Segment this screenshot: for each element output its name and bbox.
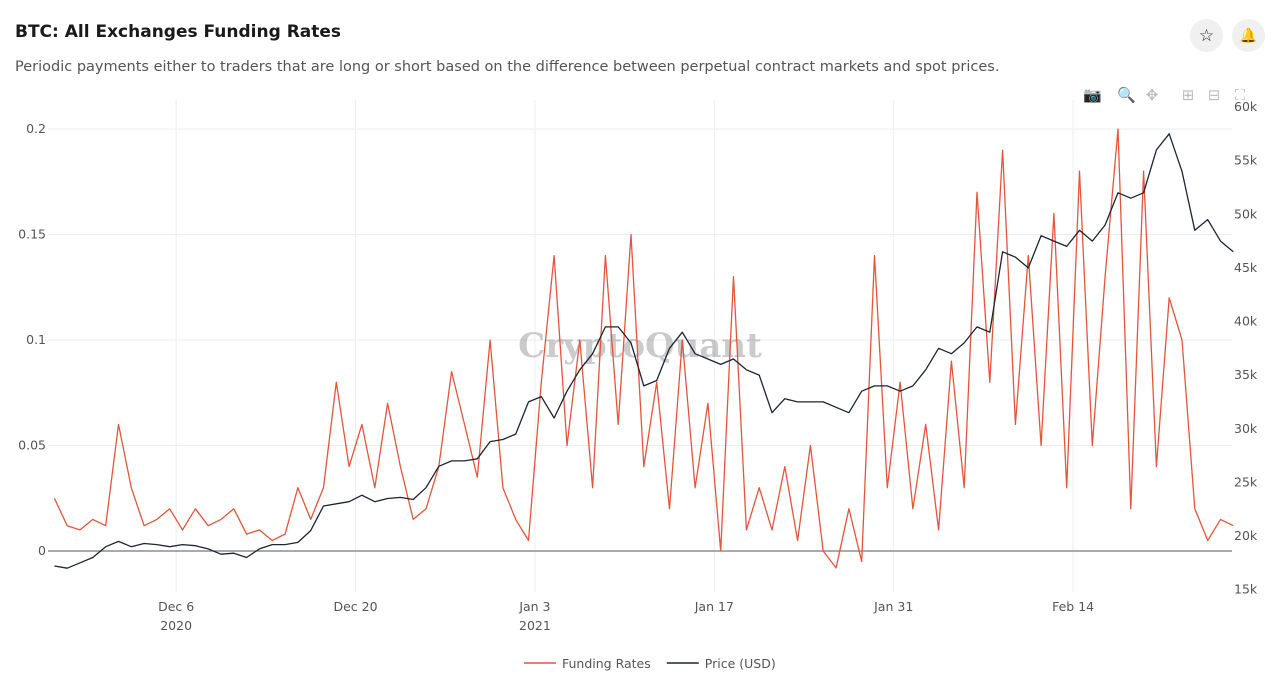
legend-label: Price (USD) bbox=[705, 656, 776, 671]
series-line-funding-rates bbox=[53, 128, 1234, 569]
y-left-tick-label: 0.05 bbox=[18, 438, 46, 453]
y-right-tick-label: 50k bbox=[1234, 206, 1258, 221]
pan-icon[interactable]: ✥ bbox=[1145, 86, 1159, 104]
y-right-tick-label: 40k bbox=[1234, 314, 1258, 329]
page-title: BTC: All Exchanges Funding Rates bbox=[15, 22, 342, 42]
zoom-in-icon[interactable]: ⊞ bbox=[1181, 86, 1195, 104]
x-tick-label: Jan 17 bbox=[694, 599, 734, 614]
y-right-tick-label: 55k bbox=[1234, 153, 1258, 168]
y-right-tick-label: 45k bbox=[1234, 260, 1258, 275]
zoom-out-icon[interactable]: ⊟ bbox=[1207, 86, 1221, 104]
zoom-icon[interactable]: 🔍 bbox=[1117, 86, 1136, 104]
x-tick-year: 2020 bbox=[160, 618, 192, 633]
y-right-tick-label: 20k bbox=[1234, 528, 1258, 543]
y-left-tick-label: 0.1 bbox=[26, 332, 46, 347]
y-right-tick-label: 15k bbox=[1234, 582, 1258, 597]
y-right-tick-label: 25k bbox=[1234, 474, 1258, 489]
x-tick-label: Feb 14 bbox=[1052, 599, 1094, 614]
alert-button[interactable]: 🔔 bbox=[1232, 19, 1265, 52]
y-left-tick-label: 0.2 bbox=[26, 121, 46, 136]
y-right-tick-label: 35k bbox=[1234, 367, 1258, 382]
x-tick-year: 2021 bbox=[519, 618, 551, 633]
page-subtitle: Periodic payments either to traders that… bbox=[15, 59, 1000, 75]
y-left-tick-label: 0 bbox=[38, 543, 46, 558]
y-right-tick-label: 30k bbox=[1234, 421, 1258, 436]
favorite-button[interactable]: ☆ bbox=[1190, 19, 1223, 52]
camera-icon[interactable]: 📷 bbox=[1083, 86, 1102, 104]
x-tick-label: Dec 6 bbox=[158, 599, 194, 614]
legend-label: Funding Rates bbox=[562, 656, 651, 671]
series-line-price-usd- bbox=[54, 133, 1234, 569]
autoscale-icon[interactable]: ⛶ bbox=[1234, 86, 1246, 104]
star-icon: ☆ bbox=[1198, 25, 1215, 46]
y-left-tick-label: 0.15 bbox=[18, 227, 46, 242]
x-tick-label: Dec 20 bbox=[333, 599, 377, 614]
watermark: CryptoQuant bbox=[518, 326, 762, 366]
x-tick-label: Jan 31 bbox=[873, 599, 913, 614]
x-tick-label: Jan 3 bbox=[518, 599, 550, 614]
bell-icon: 🔔 bbox=[1239, 27, 1258, 44]
y-right-tick-label: 60k bbox=[1234, 99, 1258, 114]
